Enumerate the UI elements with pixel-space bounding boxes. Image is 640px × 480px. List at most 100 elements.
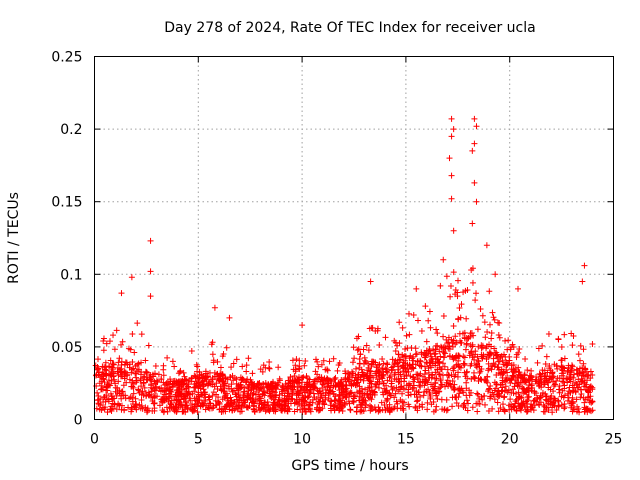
data-point bbox=[95, 393, 102, 400]
data-point bbox=[342, 370, 349, 377]
data-point bbox=[281, 392, 288, 399]
data-point bbox=[343, 382, 350, 389]
data-point bbox=[443, 273, 450, 280]
data-point bbox=[269, 391, 276, 398]
data-point bbox=[569, 342, 576, 349]
data-point bbox=[575, 405, 582, 412]
data-point bbox=[499, 381, 506, 388]
data-point bbox=[313, 395, 320, 402]
data-point bbox=[484, 373, 491, 380]
data-point bbox=[161, 387, 168, 394]
data-point bbox=[450, 126, 457, 133]
data-point bbox=[365, 364, 372, 371]
data-point bbox=[479, 396, 486, 403]
data-point bbox=[362, 404, 369, 411]
data-point bbox=[524, 367, 531, 374]
data-point bbox=[152, 393, 159, 400]
data-point bbox=[512, 400, 519, 407]
data-point bbox=[206, 400, 213, 407]
data-point bbox=[443, 396, 450, 403]
data-point bbox=[137, 371, 144, 378]
data-point bbox=[585, 371, 592, 378]
data-point bbox=[523, 400, 530, 407]
data-point bbox=[580, 372, 587, 379]
data-point bbox=[487, 393, 494, 400]
data-point bbox=[468, 360, 475, 367]
data-point bbox=[531, 397, 538, 404]
data-point bbox=[461, 334, 468, 341]
data-point bbox=[331, 406, 338, 413]
data-point bbox=[240, 394, 247, 401]
data-point bbox=[145, 389, 152, 396]
data-point bbox=[196, 371, 203, 378]
data-point bbox=[431, 351, 438, 358]
data-point bbox=[225, 401, 232, 408]
data-point bbox=[491, 396, 498, 403]
data-point bbox=[104, 395, 111, 402]
data-point bbox=[437, 384, 444, 391]
data-point bbox=[251, 403, 258, 410]
data-point bbox=[127, 346, 134, 353]
data-point bbox=[285, 390, 292, 397]
data-point bbox=[144, 405, 151, 412]
data-point bbox=[514, 382, 521, 389]
data-point bbox=[459, 387, 466, 394]
data-point bbox=[275, 379, 282, 386]
data-point bbox=[166, 381, 173, 388]
data-point bbox=[414, 397, 421, 404]
data-point bbox=[434, 330, 441, 337]
data-point bbox=[375, 370, 382, 377]
data-point bbox=[355, 371, 362, 378]
data-point bbox=[581, 399, 588, 406]
data-point bbox=[164, 354, 171, 361]
data-point bbox=[162, 393, 169, 400]
data-point bbox=[100, 335, 107, 342]
data-point bbox=[141, 373, 148, 380]
data-point bbox=[587, 375, 594, 382]
data-point bbox=[123, 379, 130, 386]
data-point bbox=[471, 140, 478, 147]
data-point bbox=[303, 387, 310, 394]
data-point bbox=[507, 396, 514, 403]
data-point bbox=[493, 381, 500, 388]
data-point bbox=[199, 378, 206, 385]
data-point bbox=[330, 355, 337, 362]
data-point bbox=[284, 408, 291, 415]
data-point bbox=[286, 393, 293, 400]
data-point bbox=[355, 333, 362, 340]
data-point bbox=[388, 406, 395, 413]
data-point bbox=[419, 378, 426, 385]
data-point bbox=[135, 387, 142, 394]
data-point bbox=[343, 394, 350, 401]
data-point bbox=[502, 337, 509, 344]
data-point bbox=[105, 371, 112, 378]
data-point bbox=[502, 375, 509, 382]
data-point bbox=[328, 398, 335, 405]
data-point bbox=[440, 360, 447, 367]
data-point bbox=[238, 404, 245, 411]
data-point bbox=[539, 342, 546, 349]
data-point bbox=[538, 384, 545, 391]
data-point bbox=[424, 360, 431, 367]
data-point bbox=[436, 364, 443, 371]
data-point bbox=[403, 372, 410, 379]
data-point bbox=[582, 365, 589, 372]
data-point bbox=[95, 366, 102, 373]
data-point bbox=[130, 390, 137, 397]
data-point bbox=[519, 401, 526, 408]
data-point bbox=[472, 297, 479, 304]
data-point bbox=[380, 371, 387, 378]
x-tick-label: 20 bbox=[501, 432, 519, 448]
data-point bbox=[369, 405, 376, 412]
data-point bbox=[337, 382, 344, 389]
data-point bbox=[289, 377, 296, 384]
data-point bbox=[471, 115, 478, 122]
data-point bbox=[494, 399, 501, 406]
data-point bbox=[138, 391, 145, 398]
data-point bbox=[307, 386, 314, 393]
data-point bbox=[383, 387, 390, 394]
data-point bbox=[100, 338, 107, 345]
data-point bbox=[417, 393, 424, 400]
data-point bbox=[485, 407, 492, 414]
data-point bbox=[401, 373, 408, 380]
